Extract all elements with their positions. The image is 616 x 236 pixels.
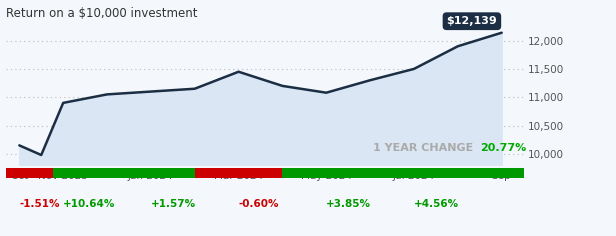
Text: $12,139: $12,139 (447, 16, 497, 26)
Text: +10.64%: +10.64% (63, 199, 116, 209)
Text: +3.85%: +3.85% (326, 199, 371, 209)
Text: 1 YEAR CHANGE: 1 YEAR CHANGE (373, 143, 477, 153)
Text: +1.57%: +1.57% (151, 199, 196, 209)
Text: 20.77%: 20.77% (480, 143, 527, 153)
Text: -1.51%: -1.51% (19, 199, 60, 209)
Bar (6, 168, 53, 178)
Bar (370, 168, 458, 178)
Text: -0.60%: -0.60% (238, 199, 279, 209)
Text: +4.56%: +4.56% (414, 199, 459, 209)
Bar (107, 168, 195, 178)
Bar (282, 168, 370, 178)
Bar (458, 168, 524, 178)
Text: Return on a $10,000 investment: Return on a $10,000 investment (6, 7, 198, 20)
Bar (53, 168, 107, 178)
Bar (195, 168, 282, 178)
